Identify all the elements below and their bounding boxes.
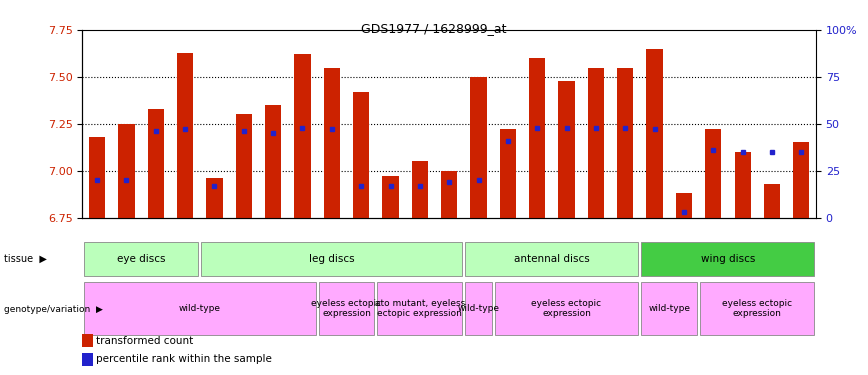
Bar — [324, 68, 340, 218]
Bar — [647, 49, 662, 217]
Text: GDS1977 / 1628999_at: GDS1977 / 1628999_at — [361, 22, 507, 36]
Text: antennal discs: antennal discs — [514, 254, 589, 264]
Bar — [378, 282, 463, 334]
Bar — [411, 161, 428, 218]
Bar — [148, 109, 164, 217]
Text: transformed count: transformed count — [96, 336, 194, 345]
Bar — [676, 193, 692, 217]
Bar — [764, 184, 780, 218]
Text: eyeless ectopic
expression: eyeless ectopic expression — [531, 299, 602, 318]
Text: eye discs: eye discs — [117, 254, 166, 264]
Text: eyeless ectopic
expression: eyeless ectopic expression — [722, 299, 792, 318]
Bar — [441, 171, 457, 217]
Text: genotype/variation  ▶: genotype/variation ▶ — [4, 305, 103, 314]
Bar — [84, 242, 199, 276]
Bar — [641, 242, 814, 276]
Bar — [118, 124, 135, 218]
Bar — [705, 129, 721, 218]
Text: wild-type: wild-type — [179, 304, 220, 313]
Bar — [207, 178, 222, 218]
Bar — [734, 152, 751, 217]
Bar — [319, 282, 374, 334]
Bar — [558, 81, 575, 218]
Bar — [84, 282, 316, 334]
Bar — [617, 68, 634, 218]
Bar — [500, 129, 516, 218]
Bar — [236, 114, 252, 218]
Text: ato mutant, eyeless
ectopic expression: ato mutant, eyeless ectopic expression — [375, 299, 465, 318]
Bar — [383, 176, 398, 218]
Bar — [465, 242, 639, 276]
Text: leg discs: leg discs — [309, 254, 355, 264]
Text: percentile rank within the sample: percentile rank within the sample — [96, 354, 273, 364]
Bar — [529, 58, 545, 217]
Text: wild-type: wild-type — [648, 304, 690, 313]
Text: wing discs: wing discs — [700, 254, 755, 264]
Bar — [201, 242, 463, 276]
Bar — [465, 282, 492, 334]
Bar — [588, 68, 604, 218]
Text: eyeless ectopic
expression: eyeless ectopic expression — [312, 299, 382, 318]
Bar — [265, 105, 281, 218]
Bar — [470, 77, 487, 218]
Bar — [89, 137, 105, 218]
Bar — [177, 53, 194, 217]
Bar — [294, 54, 311, 217]
Bar — [495, 282, 639, 334]
Text: wild-type: wild-type — [457, 304, 499, 313]
Bar — [641, 282, 697, 334]
Text: tissue  ▶: tissue ▶ — [4, 254, 47, 264]
Bar — [793, 142, 809, 218]
Bar — [353, 92, 369, 218]
Bar — [700, 282, 814, 334]
